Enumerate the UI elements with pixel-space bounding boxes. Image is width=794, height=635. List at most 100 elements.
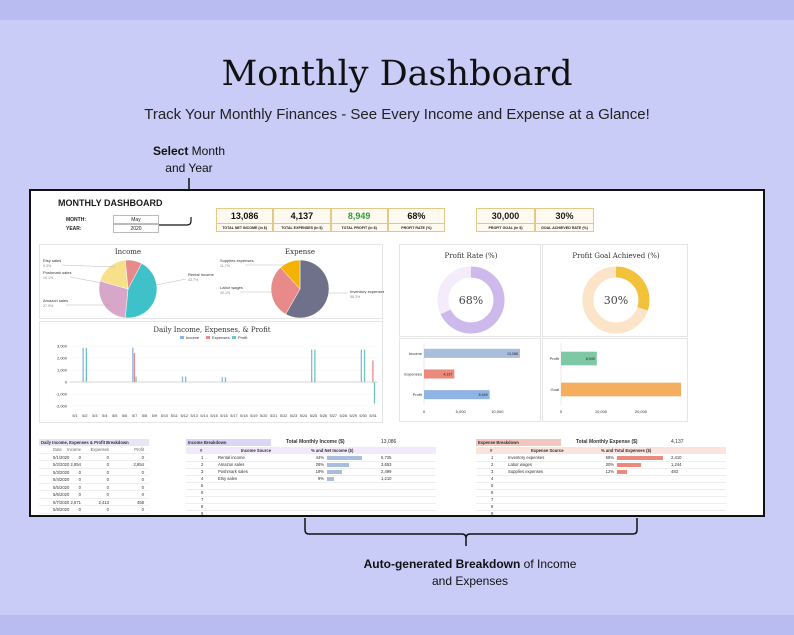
table-cell: 0 <box>78 469 81 475</box>
page-subtitle: Track Your Monthly Finances - See Every … <box>144 106 650 123</box>
income-col-pct: % and Net Income ($) <box>311 448 354 453</box>
hbar-bar <box>424 369 455 379</box>
donut-value: 30% <box>604 294 628 307</box>
x-tick-label: 5/27 <box>330 414 337 418</box>
page-title: Monthly Dashboard <box>221 54 573 94</box>
expense-row-pct: 58% <box>605 455 614 460</box>
income-row-source: Etsy sales <box>218 476 238 481</box>
daily-bar-income <box>82 347 84 382</box>
income-row-num: 8 <box>201 504 204 509</box>
kpi-value: 68% <box>407 211 426 221</box>
kpi-value: 13,086 <box>230 211 259 221</box>
goal-kpi-card: 30,000 PROFIT GOAL (in $) <box>476 208 535 232</box>
year-select[interactable]: 2020 <box>113 224 159 233</box>
table-row: 2 Amazon sales 28% 3,653 <box>186 462 436 469</box>
daily-table-header-cell: Profit <box>134 447 144 452</box>
legend-swatch <box>180 336 184 339</box>
income-row-num: 4 <box>201 476 204 481</box>
x-tick-label: 5/9 <box>152 414 157 418</box>
callout-select-rest: Month <box>191 144 226 158</box>
dashboard-title: MONTHLY DASHBOARD <box>58 198 163 208</box>
x-tick-label: 5/5 <box>112 414 117 418</box>
kpi-value: 8,949 <box>347 211 371 221</box>
donut-value: 68% <box>459 294 483 307</box>
x-tick-label: 5/1 <box>72 414 77 418</box>
table-cell: 2,854 <box>70 462 81 467</box>
table-row: 5/7/2020 2,871 2,413 458 <box>39 499 149 506</box>
x-tick-label: 5/4 <box>102 414 107 418</box>
income-row-amount: 2,499 <box>381 469 392 474</box>
hbar-x-tick: 5,000 <box>456 409 467 414</box>
hbar-bar <box>424 390 490 400</box>
table-cell: 0 <box>78 507 81 512</box>
daily-bar-income <box>132 347 134 382</box>
income-row-num: 5 <box>201 483 204 488</box>
table-cell: 0 <box>106 477 109 482</box>
legend-label: Profit <box>238 335 248 340</box>
x-tick-label: 5/29 <box>349 414 356 418</box>
callout-auto-line2: and Expenses <box>431 574 509 588</box>
callout-auto-post: of Income <box>523 557 577 571</box>
expense-title: Expense Breakdown <box>476 439 561 446</box>
table-row: 5/8/2020 0 0 0 <box>39 507 149 514</box>
income-row-pct: 44% <box>315 455 324 460</box>
income-row-source: Rental income <box>218 455 245 460</box>
donut-title: Profit Rate (%) <box>445 252 498 260</box>
kpi-card: 8,949 TOTAL PROFIT (in $) <box>330 208 388 232</box>
income-total-label: Total Monthly Income ($) <box>286 439 345 445</box>
income-row-num: 7 <box>201 497 204 502</box>
hbar-bar <box>424 348 520 358</box>
table-row: 1 Rental income 44% 5,725 <box>186 455 436 462</box>
income-row-bar <box>327 456 363 460</box>
table-cell: 5/6/2020 <box>53 492 70 497</box>
expense-row-amount: 2,410 <box>671 455 682 460</box>
table-row: 7 <box>186 497 436 504</box>
table-row: 2 Labor wages 30% 1,244 <box>476 462 726 469</box>
legend-swatch <box>232 336 236 339</box>
pie-panel: Income Etsy sales 9.3% Poshmark sales 19.1% A… <box>39 244 385 319</box>
x-tick-label: 5/23 <box>290 414 297 418</box>
income-title: Income Breakdown <box>186 439 271 446</box>
expense-pie-pct: 58.3% <box>350 295 361 299</box>
table-cell: 2,413 <box>98 499 109 505</box>
daily-bar-profit <box>135 376 137 382</box>
daily-chart-title: Daily Income, Expenses, & Profit <box>153 326 270 334</box>
month-select[interactable]: May <box>113 215 159 224</box>
income-row-pct: 19% <box>315 469 324 474</box>
table-cell: 2,854 <box>133 462 144 467</box>
income-pie-label: Poshmark sales <box>43 270 71 275</box>
income-row-source: Amazon sales <box>218 462 245 467</box>
income-row-pct: 28% <box>315 462 324 467</box>
goal-bar-panel: Profit 8,949 Goal 0 10,000 20,000 <box>542 338 688 422</box>
kpi-label: TOTAL PROFIT (in $) <box>331 223 387 231</box>
totals-hbar-chart: Income 13,086 Expenses 4,137 Profit 8,949 0 5,0… <box>404 343 520 414</box>
hbar-x-tick: 20,000 <box>635 409 648 414</box>
table-row: 5/4/2020 0 0 0 <box>39 477 149 484</box>
hbar-value-label: 8,949 <box>479 393 488 397</box>
x-tick-label: 5/19 <box>250 414 257 418</box>
expense-row-bar <box>617 463 641 467</box>
income-row-num: 2 <box>201 462 204 467</box>
expense-row-num: 9 <box>491 511 494 516</box>
kpi-card: 4,137 TOTAL EXPENSES (in $) <box>273 208 331 232</box>
x-tick-label: 5/8 <box>142 414 147 418</box>
income-col-source: Income Source <box>241 448 272 453</box>
y-tick-label: 1,000 <box>57 368 68 373</box>
table-row: 6 <box>186 490 436 497</box>
daily-bar-profit <box>363 349 366 382</box>
table-row: 8 <box>476 504 726 511</box>
expense-row-num: 2 <box>491 462 494 467</box>
kpi-card: 68% PROFIT RATE (%) <box>387 208 445 232</box>
donut-title: Profit Goal Achieved (%) <box>572 252 659 260</box>
expense-row-num: 6 <box>491 490 494 495</box>
expense-row-amount: 1,244 <box>671 462 682 467</box>
x-tick-label: 5/30 <box>359 414 366 418</box>
daily-bar-income <box>181 376 184 382</box>
table-cell: 0 <box>106 507 109 512</box>
daily-bar-income <box>360 349 362 382</box>
income-row-source: Poshmark sales <box>218 469 248 474</box>
daily-bar-profit <box>185 376 187 382</box>
top-band <box>0 0 794 20</box>
dashboard-sheet: MONTHLY DASHBOARD MONTH: May YEAR: 2020 … <box>29 189 765 517</box>
hbar-value-label: 13,086 <box>507 352 518 356</box>
